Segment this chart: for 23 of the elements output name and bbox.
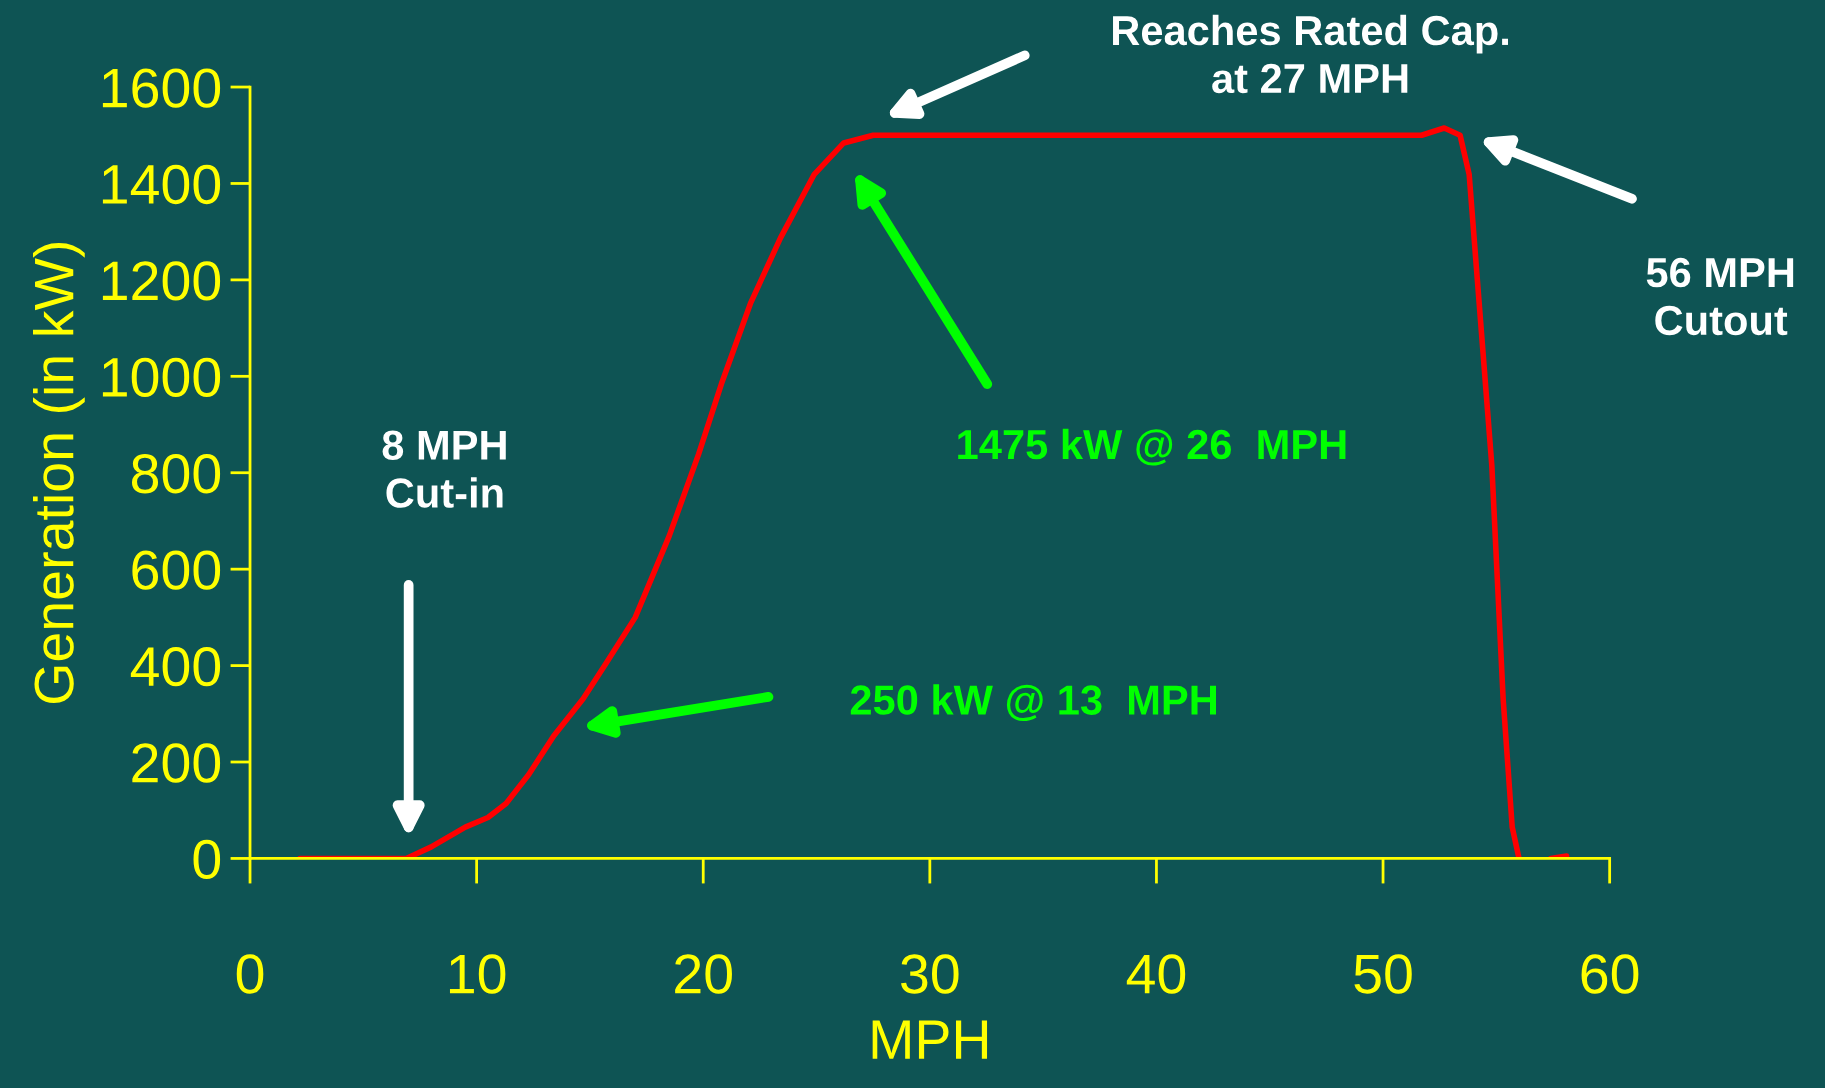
x-tick-label: 0 [236, 954, 264, 994]
x-axis-title: MPH [872, 1020, 988, 1059]
y-tick-label: 1400 [102, 164, 221, 205]
x-tick-label: 50 [1354, 954, 1412, 994]
y-tick-label: 1200 [102, 261, 221, 301]
annotation: 1475 kW @ 26 MPH [958, 428, 1346, 466]
y-tick-label: 400 [130, 646, 221, 687]
x-tick-label: 10 [449, 954, 506, 994]
x-tick-label: 20 [675, 954, 732, 994]
y-tick-label: 1000 [102, 357, 221, 397]
y-tick-label: 1600 [102, 68, 221, 108]
y-tick-label: 200 [132, 743, 221, 783]
text: 56 MPH Cutout [1646, 257, 1794, 336]
y-axis-title: Generation (in kW) [32, 243, 85, 704]
annotation: 250 kW @ 13 MPH [850, 684, 1217, 722]
annotation: Reaches Rated Cap. at 27 MPH [1113, 14, 1508, 94]
y-tick-label: 600 [132, 550, 221, 590]
x-tick-label: 60 [1581, 954, 1639, 994]
x-tick-label: 40 [1126, 954, 1186, 994]
annotation: 8 MPH Cut-in [382, 430, 506, 508]
y-tick-label: 0 [193, 839, 221, 880]
x-tick-label: 30 [901, 954, 959, 994]
y-tick-label: 800 [131, 454, 221, 494]
